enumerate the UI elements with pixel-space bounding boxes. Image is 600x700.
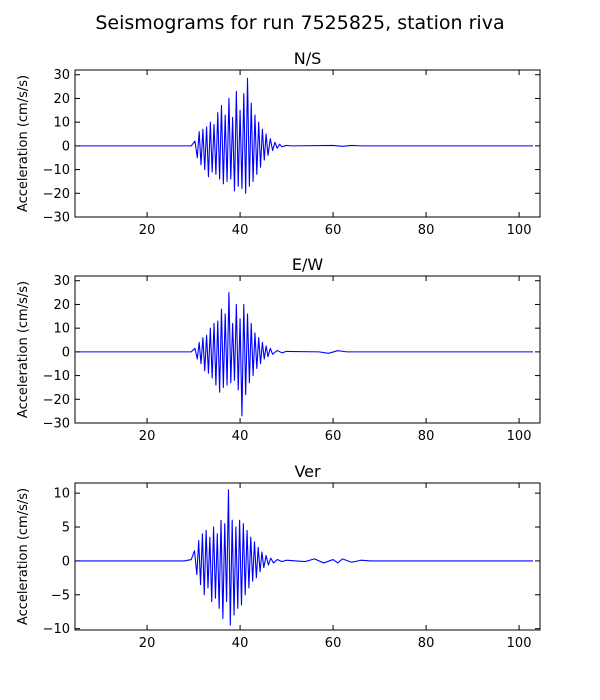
xtick-label-ns-40: 40 [232, 223, 249, 238]
ytick-label-ver-5: 5 [62, 521, 70, 536]
xtick-label-ew-40: 40 [232, 429, 249, 444]
series-line-ns [77, 77, 534, 194]
xtick-label-ns-60: 60 [325, 223, 342, 238]
ylabel-ew: Acceleration (cm/s/s) [16, 281, 31, 418]
ytick-label-ver-10: 10 [53, 487, 70, 502]
ytick-label-ew--10: −10 [43, 369, 70, 384]
axes-frame-ver [74, 482, 541, 631]
ytick-label-ew-20: 20 [53, 298, 70, 313]
xtick-label-ns-100: 100 [507, 223, 532, 238]
axes-frame-ew [74, 275, 541, 424]
ylabel-ver: Acceleration (cm/s/s) [16, 488, 31, 625]
xtick-label-ew-60: 60 [325, 429, 342, 444]
ytick-label-ns-20: 20 [53, 92, 70, 107]
ytick-label-ver--10: −10 [43, 622, 70, 637]
series-line-ver [77, 489, 534, 626]
xtick-label-ver-80: 80 [418, 636, 435, 651]
ytick-label-ns-0: 0 [62, 139, 70, 154]
xtick-label-ver-100: 100 [507, 636, 532, 651]
ytick-label-ew--30: −30 [43, 417, 70, 432]
ytick-label-ns-10: 10 [53, 116, 70, 131]
xtick-label-ver-20: 20 [139, 636, 156, 651]
panel-title-ver: Ver [294, 462, 321, 481]
ytick-label-ew-30: 30 [53, 274, 70, 289]
ytick-label-ver-0: 0 [62, 554, 70, 569]
series-line-ew [77, 292, 534, 417]
ytick-label-ew-10: 10 [53, 322, 70, 337]
panel-title-ns: N/S [294, 49, 322, 68]
ytick-label-ns-30: 30 [53, 68, 70, 83]
ytick-label-ew--20: −20 [43, 393, 70, 408]
xtick-label-ver-60: 60 [325, 636, 342, 651]
figure-title: Seismograms for run 7525825, station riv… [95, 12, 504, 34]
ytick-label-ver--5: −5 [51, 588, 70, 603]
ytick-label-ns--10: −10 [43, 163, 70, 178]
ylabel-ns: Acceleration (cm/s/s) [16, 75, 31, 212]
ytick-label-ns--20: −20 [43, 187, 70, 202]
xtick-label-ew-100: 100 [507, 429, 532, 444]
xtick-label-ver-40: 40 [232, 636, 249, 651]
xtick-label-ew-20: 20 [139, 429, 156, 444]
xtick-label-ns-80: 80 [418, 223, 435, 238]
xtick-label-ns-20: 20 [139, 223, 156, 238]
panel-title-ew: E/W [292, 255, 324, 274]
ytick-label-ns--30: −30 [43, 211, 70, 226]
ytick-label-ew-0: 0 [62, 345, 70, 360]
axes-frame-ns [74, 69, 541, 218]
xtick-label-ew-80: 80 [418, 429, 435, 444]
